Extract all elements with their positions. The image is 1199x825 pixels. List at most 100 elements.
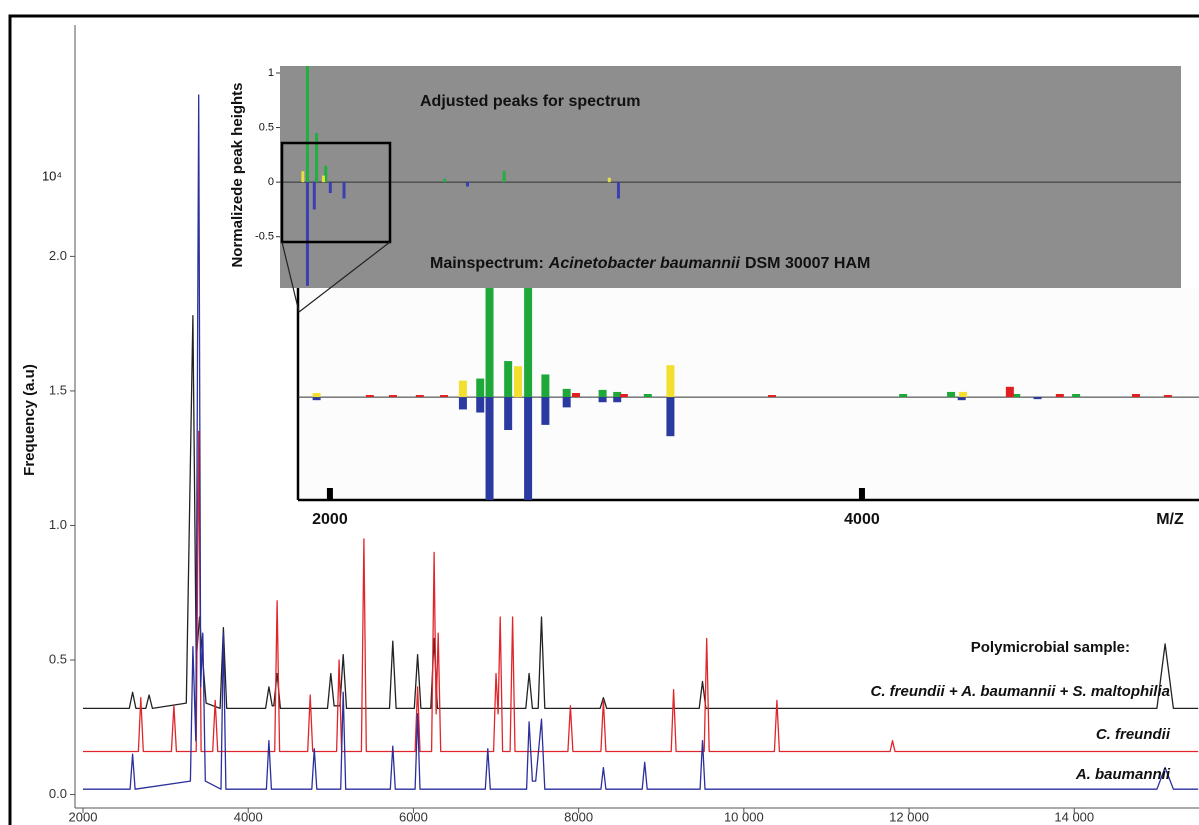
caption-part: Mainspectrum:: [430, 255, 544, 272]
peak-bar: [571, 392, 580, 398]
peak-bar: [476, 397, 485, 413]
x-tick-label: 8000: [564, 809, 593, 824]
peak-bar: [301, 171, 305, 183]
plot-area: [312, 288, 1172, 500]
peak-bar: [607, 177, 611, 183]
peak-bar: [613, 397, 622, 403]
peak-bar: [315, 133, 319, 183]
y-multiplier: 10⁴: [42, 168, 62, 183]
x-tick-label: 2000: [312, 511, 348, 528]
x-axis-label: M/Z: [1156, 511, 1184, 528]
inset-caption: Mainspectrum: Acinetobacter baumannii DSM …: [430, 255, 870, 272]
peak-bar: [312, 397, 321, 401]
spectrum-line: [83, 94, 1199, 790]
y-tick-label: 1.5: [49, 382, 67, 397]
x-tick-label: 2000: [69, 809, 98, 824]
peak-bar: [666, 397, 675, 437]
peak-bar: [324, 165, 328, 183]
peak-bar: [513, 366, 522, 398]
inset-background: [298, 288, 1199, 500]
zoom-connector: [281, 241, 300, 313]
spectrum-line: [83, 430, 1199, 753]
main-layer: 2000 4000 6000 8000 10 000 12 000 14 000 0.0 0.5…: [21, 25, 1199, 824]
peak-bar: [502, 171, 506, 183]
peak-bar: [899, 394, 908, 398]
figure-border: [8, 14, 1199, 825]
peak-bar: [504, 397, 513, 431]
y-axis-label: Frequency (a.u): [21, 364, 38, 476]
peak-bar: [415, 395, 424, 398]
peak-bar: [440, 395, 449, 398]
y-tick-label: 1.0: [49, 517, 67, 532]
y-tick-label: 2.0: [49, 248, 67, 263]
peak-bar: [562, 397, 571, 408]
inset-adjusted-layer: 1 0.5 0 -0.5 Adjusted peaks for spectrum Main…: [229, 66, 1181, 313]
peak-bar: [305, 182, 309, 286]
x-tick-label: 4000: [234, 809, 263, 824]
x-tick-label: 14 000: [1054, 809, 1094, 824]
peak-bar: [328, 182, 332, 194]
peak-bar: [504, 361, 513, 398]
plot-area: [301, 66, 620, 286]
peak-bar: [485, 288, 494, 398]
peak-bar: [1033, 397, 1042, 400]
inset-peaks-layer: 2000 4000 M/Z: [296, 288, 1199, 528]
peak-bar: [1131, 394, 1140, 398]
peak-bar: [524, 397, 533, 500]
peak-bar: [1055, 394, 1064, 398]
peak-bar: [1005, 386, 1014, 398]
x-tick-label: 10 000: [724, 809, 764, 824]
peak-bar: [643, 394, 652, 398]
x-tick-label: 12 000: [889, 809, 929, 824]
y-tick-label: 0.5: [49, 651, 67, 666]
inset-title: Adjusted peaks for spectrum: [420, 93, 641, 110]
peak-bar: [1012, 394, 1021, 398]
y-tick-label: 0.5: [259, 121, 274, 133]
zoom-connector: [298, 241, 391, 313]
peak-bar: [476, 378, 485, 398]
peak-bar: [312, 182, 316, 210]
caption-part: Acinetobacter baumannii: [548, 255, 741, 272]
x-tick: [326, 488, 333, 500]
peak-bar: [388, 395, 397, 398]
peak-bar: [312, 392, 321, 398]
peak-bar: [305, 66, 309, 183]
peak-bar: [947, 391, 956, 398]
y-tick-label: 0: [268, 176, 274, 188]
x-tick: [858, 488, 865, 500]
x-tick-label: 6000: [399, 809, 428, 824]
annotation: Polymicrobial sample:: [971, 639, 1130, 656]
inset-background: [280, 66, 1181, 288]
peak-bar: [616, 182, 620, 199]
spectrum-line: [83, 314, 1199, 710]
annotation: C. freundii + A. baumannii + S. maltophi…: [871, 683, 1171, 700]
peak-bar: [619, 394, 628, 398]
peak-bar: [485, 397, 494, 500]
peak-bar: [365, 395, 374, 398]
y-tick-label: -0.5: [255, 231, 274, 243]
y-tick-label: 0.0: [49, 786, 67, 801]
zoom-box: [280, 141, 392, 244]
peak-bar: [957, 397, 966, 401]
annotation: A. baumannii: [1075, 766, 1171, 783]
caption-part: DSM 30007 HAM: [745, 255, 870, 272]
peak-bar: [541, 397, 550, 425]
y-axis-label: Normalizede peak heights: [229, 82, 246, 267]
peak-bar: [458, 397, 467, 410]
x-tick-label: 4000: [844, 511, 880, 528]
peak-bar: [524, 288, 533, 398]
peak-bar: [342, 182, 346, 199]
peak-bar: [1072, 394, 1081, 398]
peak-bar: [598, 389, 607, 398]
peak-bar: [666, 365, 675, 398]
peak-bar: [1163, 395, 1172, 398]
plot-area: [83, 94, 1199, 790]
peak-bar: [562, 388, 571, 398]
peak-bar: [541, 374, 550, 398]
peak-bar: [768, 395, 777, 398]
y-tick-label: 1: [268, 67, 274, 79]
peak-bar: [466, 182, 470, 187]
peak-bar: [321, 175, 325, 183]
peak-bar: [458, 380, 467, 398]
